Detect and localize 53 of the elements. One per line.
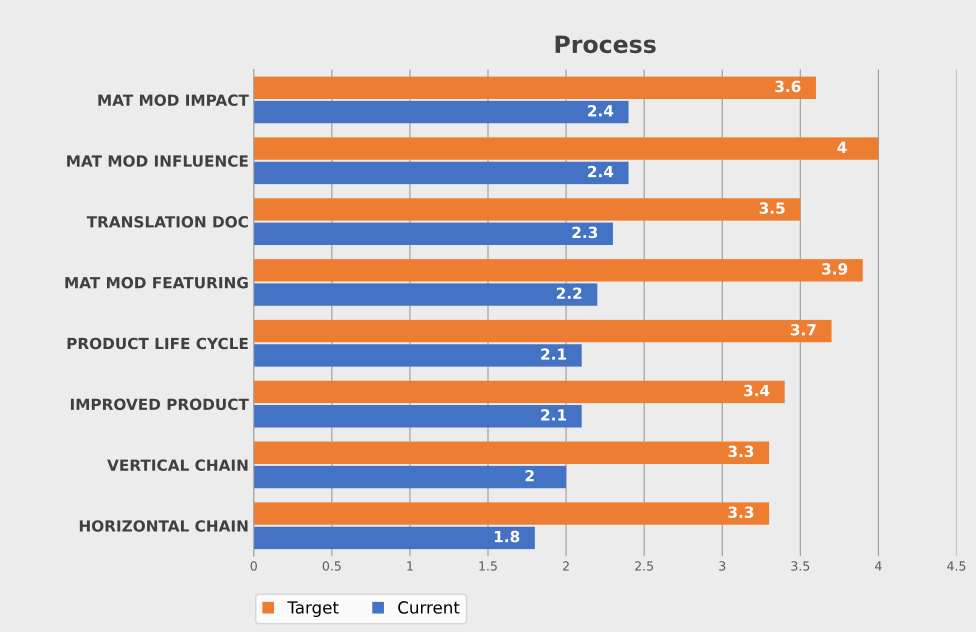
y-tick-label: IMPROVED PRODUCT — [70, 398, 249, 410]
data-label: 3.7 — [790, 324, 816, 336]
bar — [254, 380, 785, 404]
data-label: 3.4 — [744, 384, 770, 396]
x-tick-label: 4.5 — [947, 561, 966, 571]
bar — [254, 442, 770, 464]
data-label: 3.9 — [822, 263, 848, 275]
y-tick-label: HORIZONTAL CHAIN — [80, 520, 248, 532]
legend-label: Target — [287, 601, 339, 617]
chart-title: Process — [556, 36, 656, 54]
bar — [254, 222, 613, 245]
data-label: 3.6 — [775, 80, 801, 92]
data-label: 2 — [526, 470, 534, 482]
bar — [254, 137, 878, 160]
data-label: 2.1 — [541, 409, 566, 420]
data-label: 2.3 — [572, 226, 598, 238]
bar — [254, 320, 832, 342]
bar — [254, 162, 629, 184]
y-tick-label: PRODUCT LIFE CYCLE — [68, 338, 248, 350]
bar — [254, 405, 582, 428]
legend-label: Current — [398, 601, 460, 614]
data-label: 2.1 — [541, 348, 566, 360]
data-label: 2.4 — [588, 166, 614, 178]
x-tick-label: 0 — [250, 561, 257, 571]
data-label: 4 — [837, 142, 847, 153]
y-tick-label: MAT MOD IMPACT — [98, 94, 249, 106]
bar — [254, 466, 566, 488]
data-label: 3.3 — [728, 446, 754, 458]
bar — [254, 259, 863, 282]
bar — [254, 100, 629, 124]
bar — [254, 344, 582, 367]
bar — [254, 283, 598, 306]
x-tick-label: 3.5 — [791, 561, 810, 571]
data-label: 2.4 — [588, 104, 614, 116]
data-label: 3.3 — [728, 506, 754, 518]
bar — [254, 526, 535, 550]
bar — [254, 198, 800, 221]
x-tick-label: 1.5 — [479, 561, 497, 571]
x-tick-label: 0.5 — [322, 561, 341, 571]
x-tick-label: 2 — [563, 561, 569, 571]
y-tick-label: TRANSLATION DOC — [86, 216, 248, 228]
bar — [254, 502, 770, 525]
y-tick-label: MAT MOD FEATURING — [65, 276, 248, 288]
y-tick-label: MAT MOD INFLUENCE — [67, 155, 248, 167]
y-tick-label: VERTICAL CHAIN — [107, 459, 248, 471]
x-tick-label: 1 — [407, 561, 413, 571]
bar — [254, 76, 816, 99]
x-tick-label: 3 — [719, 561, 726, 571]
data-label: 3.5 — [760, 202, 785, 214]
x-tick-label: 4 — [875, 561, 882, 571]
x-tick-label: 2.5 — [635, 561, 654, 571]
data-label: 1.8 — [494, 530, 520, 542]
data-label: 2.2 — [556, 287, 582, 299]
